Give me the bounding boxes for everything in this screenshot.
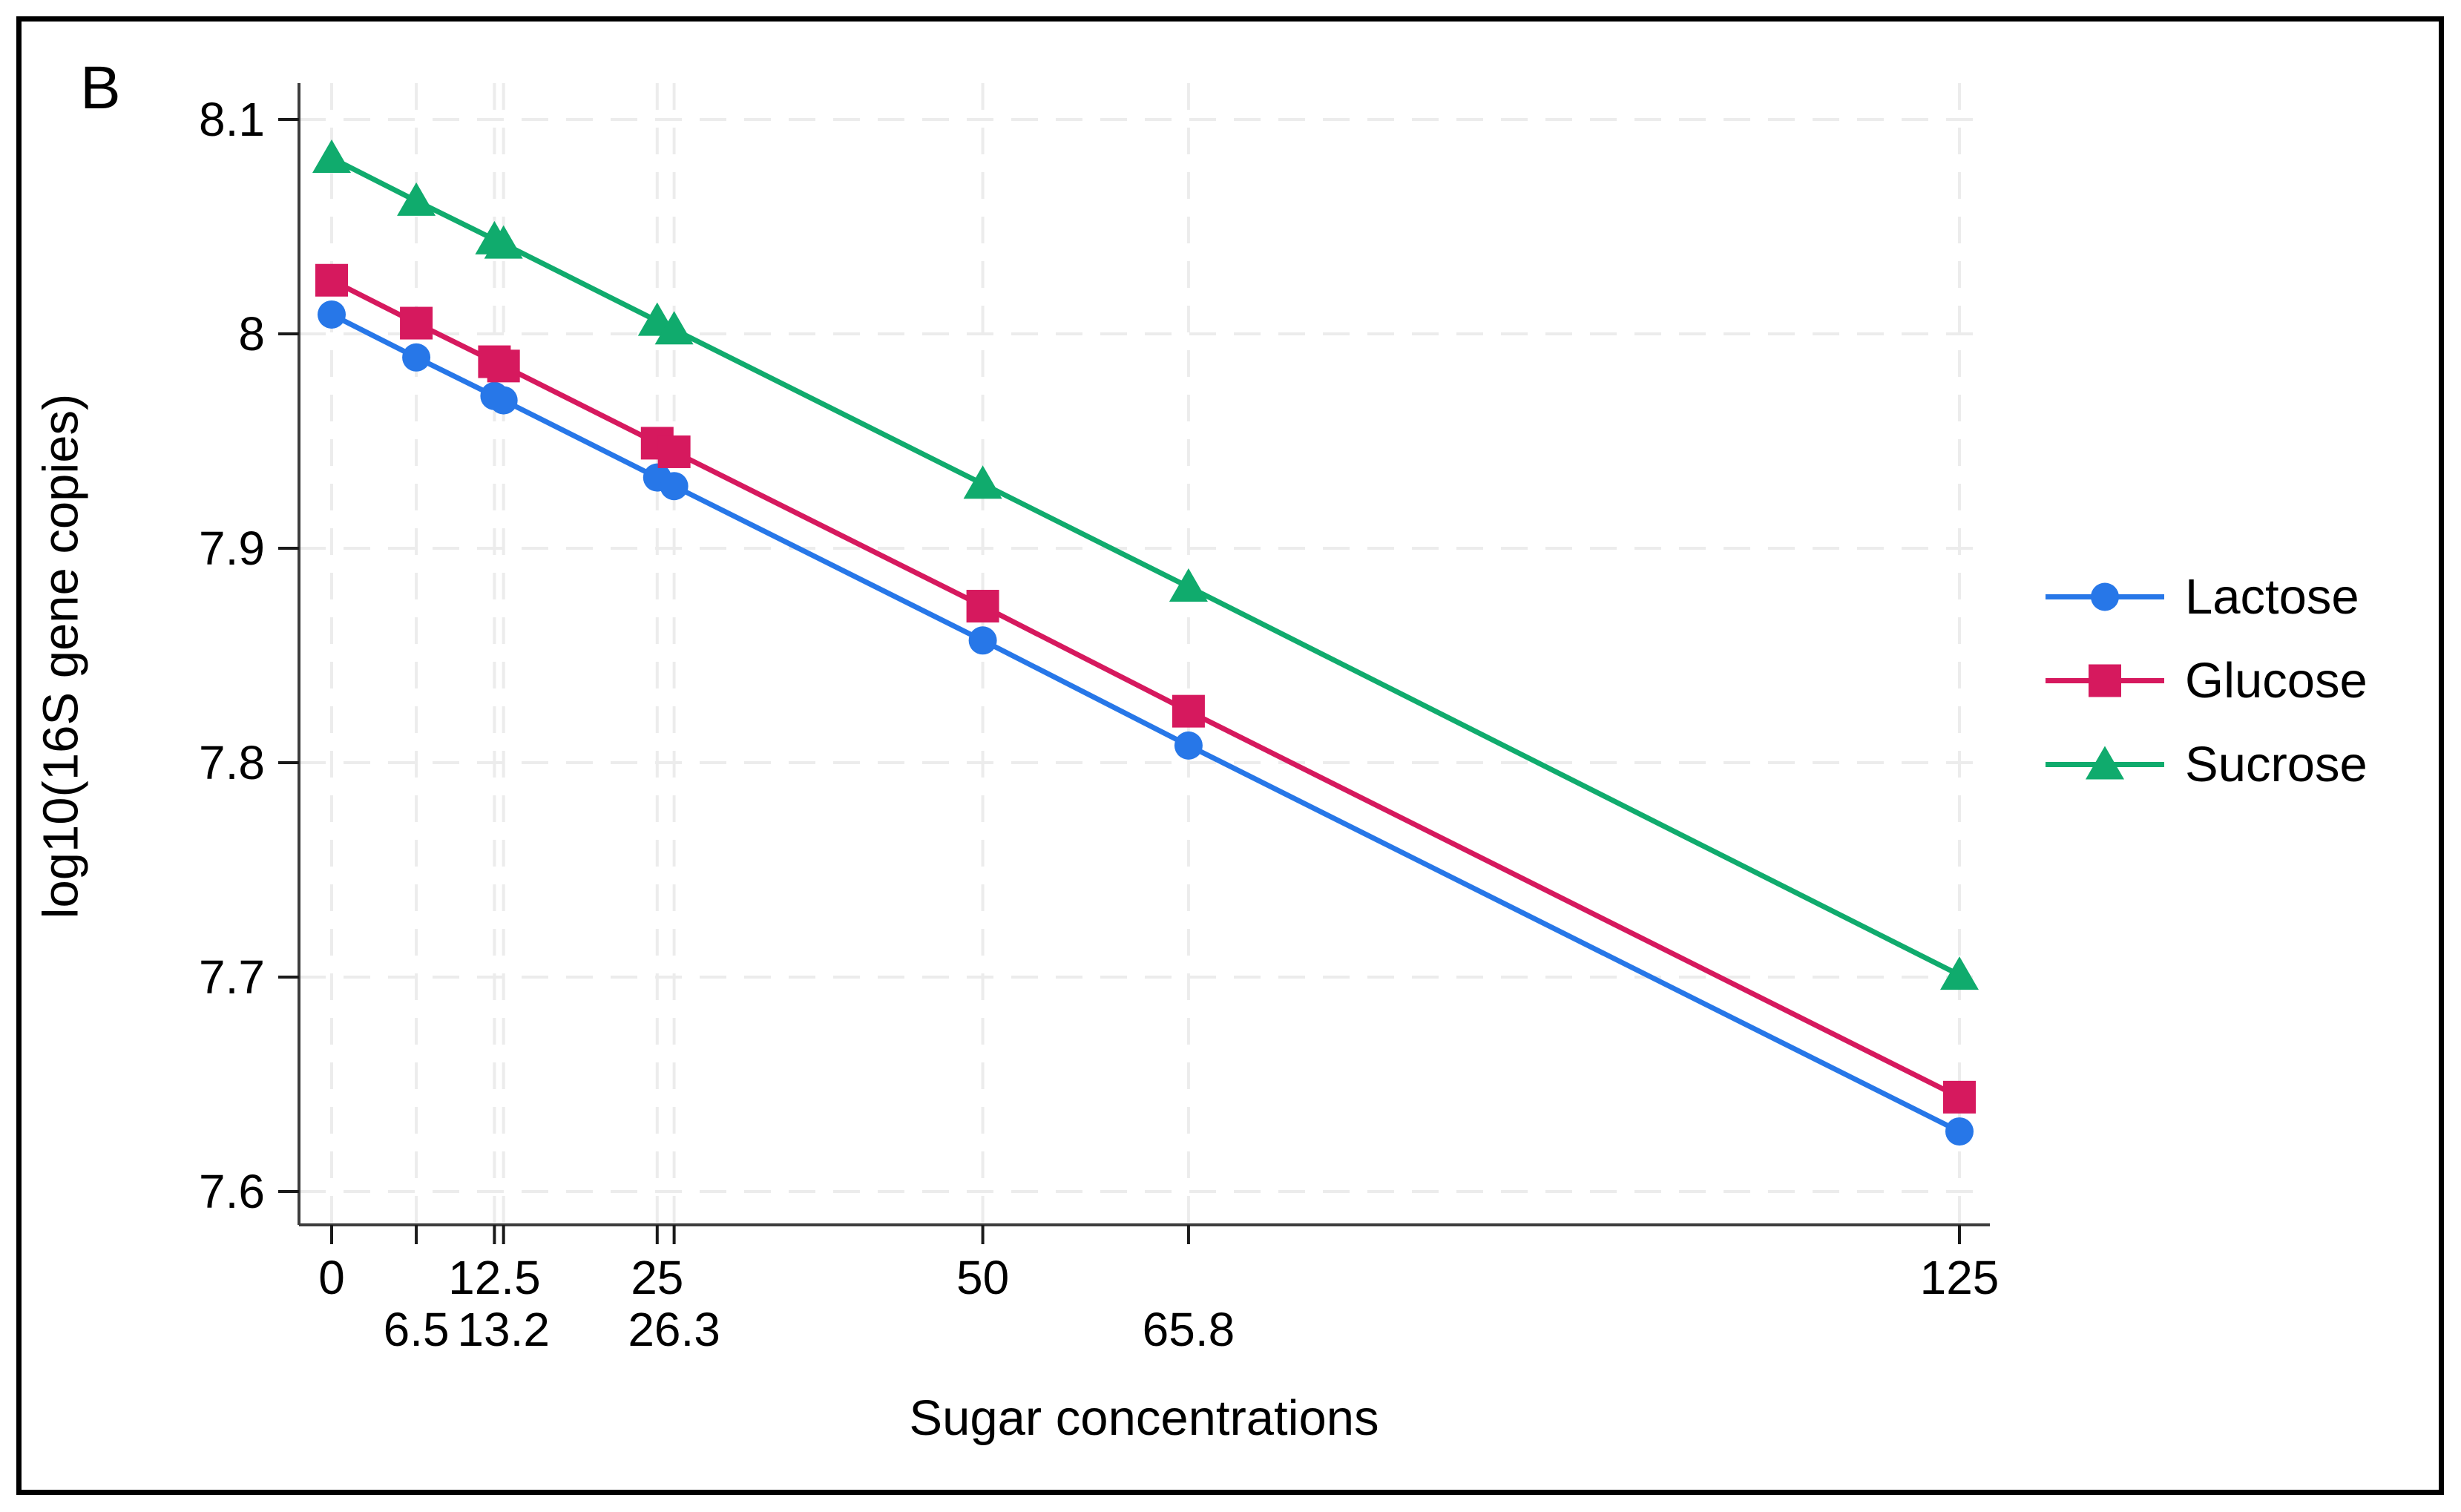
marker-sucrose	[397, 182, 436, 216]
marker-glucose	[315, 263, 348, 297]
x-tick-label: 65.8	[1143, 1303, 1235, 1356]
legend-label-lactose: Lactose	[2185, 569, 2359, 625]
x-tick-label: 25	[631, 1251, 683, 1304]
y-tick-label: 8.1	[199, 93, 265, 146]
marker-glucose	[400, 306, 433, 340]
marker-lactose	[1174, 731, 1203, 760]
marker-glucose	[657, 435, 691, 468]
legend: Lactose Glucose Sucrose	[2046, 571, 2368, 790]
legend-label-sucrose: Sucrose	[2185, 737, 2368, 792]
marker-glucose	[487, 349, 520, 383]
x-tick-label: 26.3	[628, 1303, 720, 1356]
marker-sucrose	[1169, 568, 1208, 602]
series-line-lactose	[329, 312, 1962, 1134]
sucrose-line-triangle-swatch-icon	[2046, 746, 2164, 780]
marker-sucrose	[312, 139, 351, 174]
marker-lactose	[402, 343, 431, 372]
legend-item-glucose: Glucose	[2046, 655, 2368, 706]
x-axis-title: Sugar concentrations	[909, 1390, 1379, 1446]
series-line-sucrose	[329, 155, 1962, 978]
x-tick-label: 6.5	[384, 1303, 450, 1356]
marker-glucose	[1943, 1080, 1976, 1114]
marker-lactose	[660, 472, 689, 501]
legend-item-sucrose: Sucrose	[2046, 739, 2368, 790]
y-axis-title: log10(16S gene copies)	[33, 393, 89, 919]
y-tick-label: 7.6	[199, 1165, 265, 1218]
legend-item-lactose: Lactose	[2046, 571, 2368, 622]
y-tick-label: 7.8	[199, 736, 265, 789]
y-tick-label: 8	[238, 307, 265, 361]
legend-swatch-marker	[2091, 582, 2119, 611]
marker-sucrose	[484, 225, 523, 259]
legend-swatch-marker	[2086, 746, 2124, 780]
marker-sucrose	[654, 311, 694, 345]
marker-lactose	[968, 626, 997, 655]
marker-glucose	[966, 590, 999, 623]
marker-lactose	[1945, 1117, 1974, 1146]
marker-sucrose	[963, 465, 1002, 499]
y-tick-label: 7.9	[199, 522, 265, 575]
x-tick-label: 12.5	[448, 1251, 541, 1304]
x-tick-label: 0	[318, 1251, 345, 1304]
glucose-line-square-swatch-icon	[2046, 664, 2164, 697]
marker-glucose	[1172, 694, 1205, 728]
y-tick-label: 7.7	[199, 950, 265, 1004]
marker-lactose	[318, 300, 346, 329]
panel-label: B	[80, 54, 121, 122]
legend-label-glucose: Glucose	[2185, 653, 2368, 709]
x-tick-label: 50	[956, 1251, 1009, 1304]
marker-lactose	[489, 386, 518, 415]
series-line-glucose	[329, 277, 1962, 1100]
lactose-line-circle-swatch-icon	[2046, 582, 2164, 611]
legend-swatch-marker	[2089, 664, 2121, 697]
marker-sucrose	[1940, 956, 1979, 990]
x-tick-label: 125	[1920, 1251, 2000, 1304]
x-tick-label: 13.2	[457, 1303, 550, 1356]
